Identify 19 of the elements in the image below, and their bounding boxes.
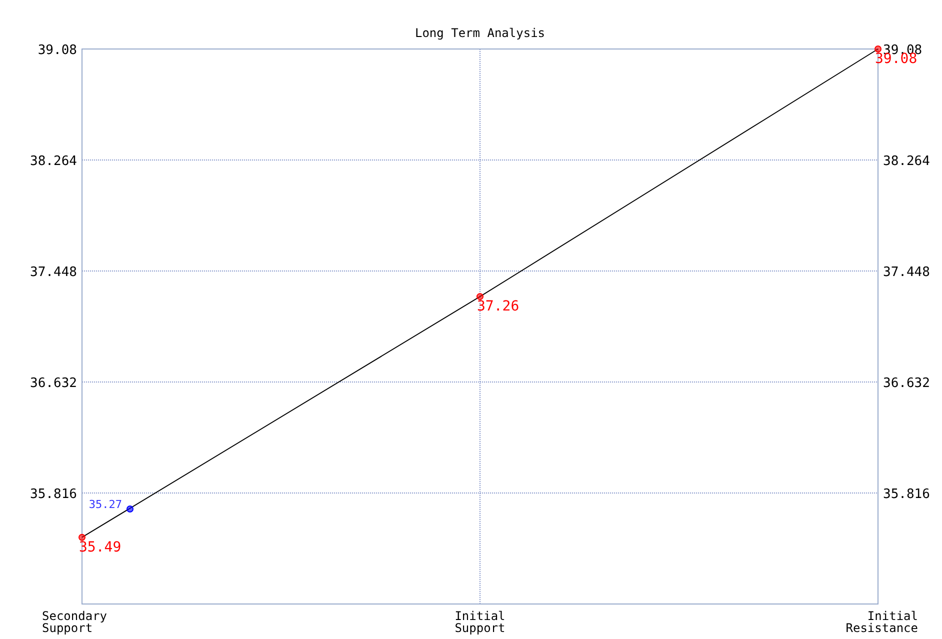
x-tick-label: Secondary Support bbox=[42, 609, 108, 635]
y2-tick-label: 36.632 bbox=[883, 376, 930, 391]
x-tick-label: Initial Resistance bbox=[846, 609, 918, 635]
y-tick-label: 37.448 bbox=[30, 265, 77, 280]
point bbox=[874, 46, 882, 52]
annotation: 35.27 bbox=[88, 498, 122, 511]
y-tick-label: 38.264 bbox=[30, 154, 78, 169]
y2-tick-label: 38.264 bbox=[883, 154, 930, 169]
x-tick-label: Initial Support bbox=[454, 609, 506, 635]
y-tick-label: 35.816 bbox=[30, 487, 77, 502]
y-tick-label: 39.08 bbox=[38, 43, 77, 58]
data-label: 35.49 bbox=[79, 539, 122, 556]
data-label: 37.26 bbox=[477, 298, 520, 315]
point bbox=[476, 293, 484, 300]
y2-tick-label: 35.816 bbox=[883, 487, 930, 502]
point bbox=[78, 534, 86, 541]
y-tick-label: 36.632 bbox=[30, 376, 77, 391]
y2-tick-label: 37.448 bbox=[883, 265, 930, 280]
chart-title: Long Term Analysis bbox=[414, 26, 546, 40]
